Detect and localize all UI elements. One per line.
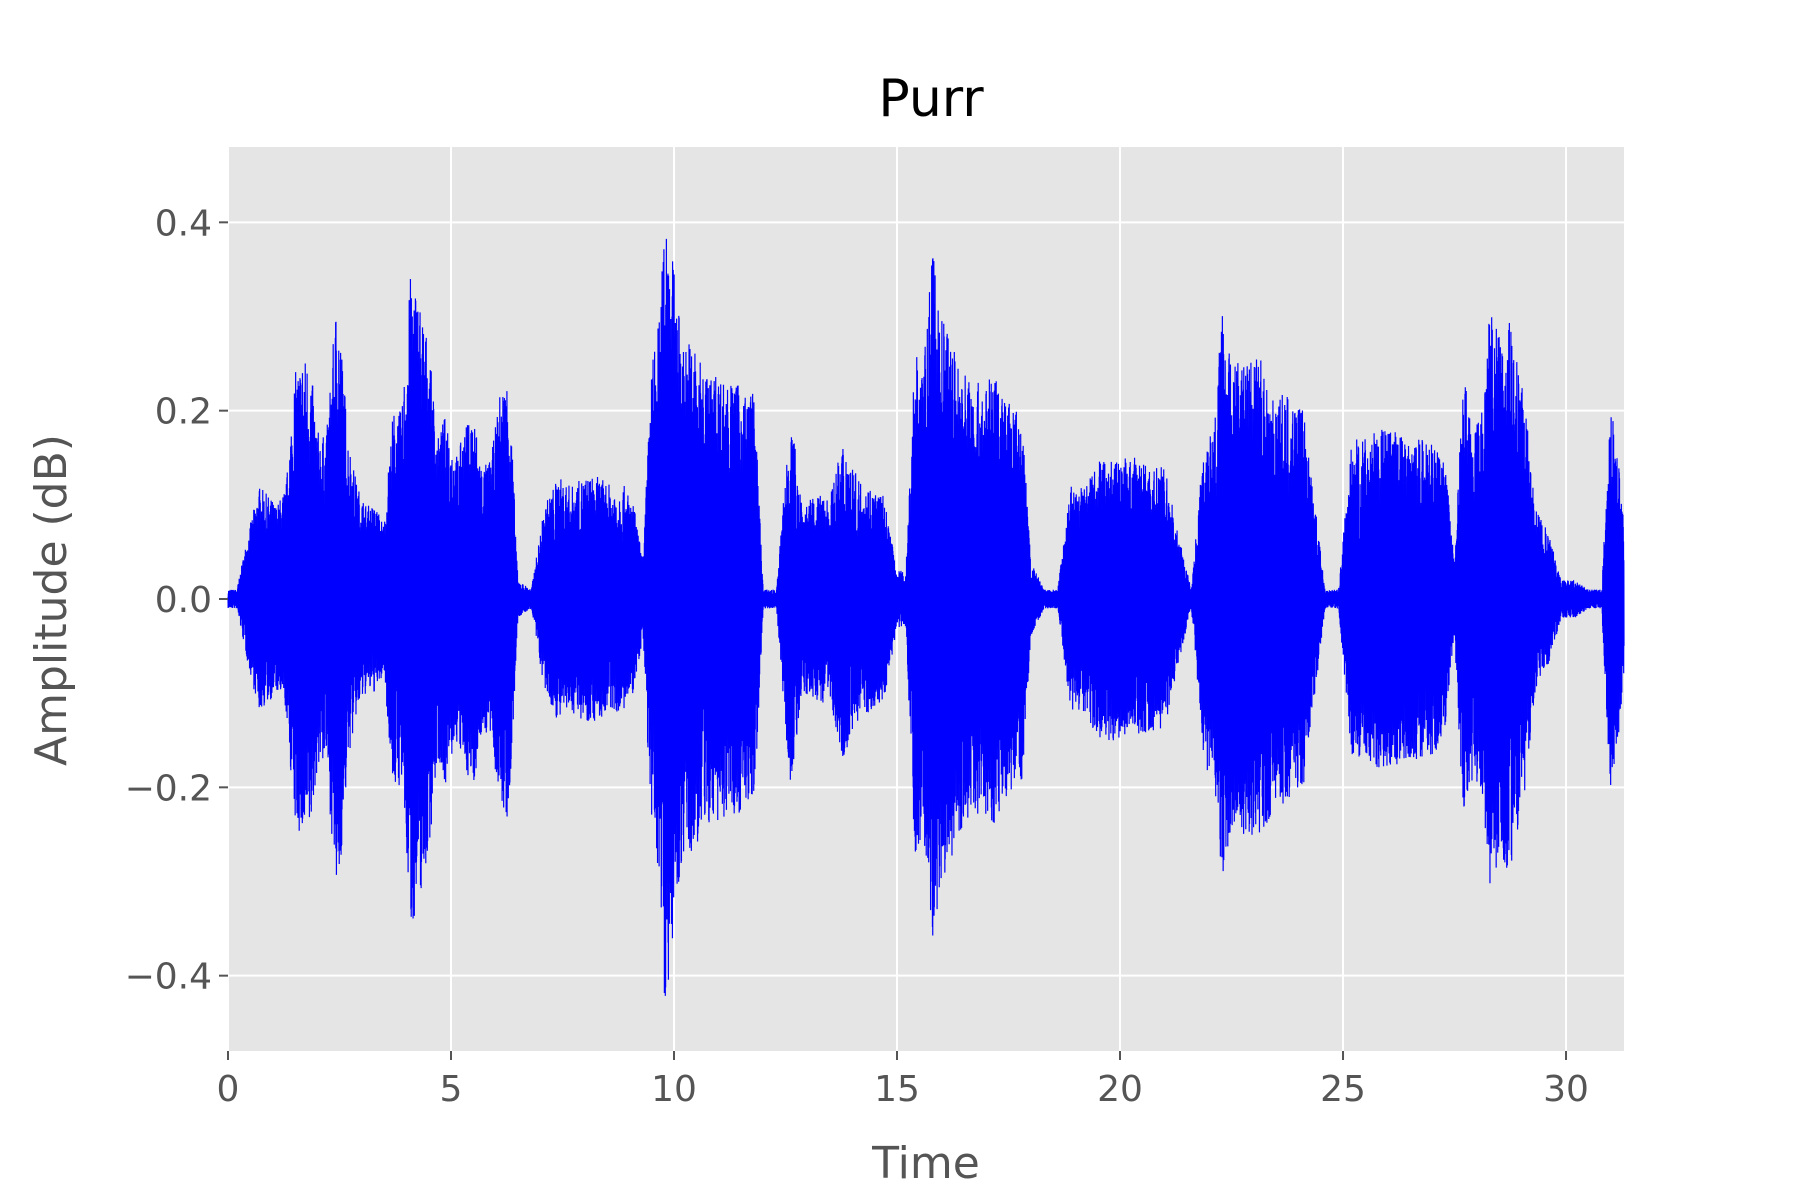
x-tick-label-4: 20 <box>1097 1069 1143 1110</box>
x-tick-label-6: 30 <box>1543 1069 1589 1110</box>
x-tick-label-3: 15 <box>874 1069 920 1110</box>
x-axis-label: Time <box>871 1138 980 1189</box>
y-tick-label-1: −0.2 <box>125 768 212 809</box>
y-axis-label: Amplitude (dB) <box>26 434 77 766</box>
x-tick-label-1: 5 <box>440 1069 463 1110</box>
x-tick-label-5: 25 <box>1320 1069 1366 1110</box>
waveform-series <box>227 238 1625 996</box>
x-tick-label-2: 10 <box>651 1069 697 1110</box>
waveform-line <box>227 238 1625 996</box>
y-tick-label-4: 0.4 <box>155 203 212 244</box>
y-tick-label-3: 0.2 <box>155 392 212 433</box>
x-tick-label-0: 0 <box>217 1069 240 1110</box>
y-axis-ticks: −0.4 −0.2 0.0 0.2 0.4 <box>125 203 228 998</box>
x-axis-ticks: 0 5 10 15 20 25 30 <box>217 1051 1589 1110</box>
chart-title: Purr <box>878 69 984 129</box>
y-tick-label-0: −0.4 <box>125 957 212 998</box>
y-tick-label-2: 0.0 <box>155 580 212 621</box>
